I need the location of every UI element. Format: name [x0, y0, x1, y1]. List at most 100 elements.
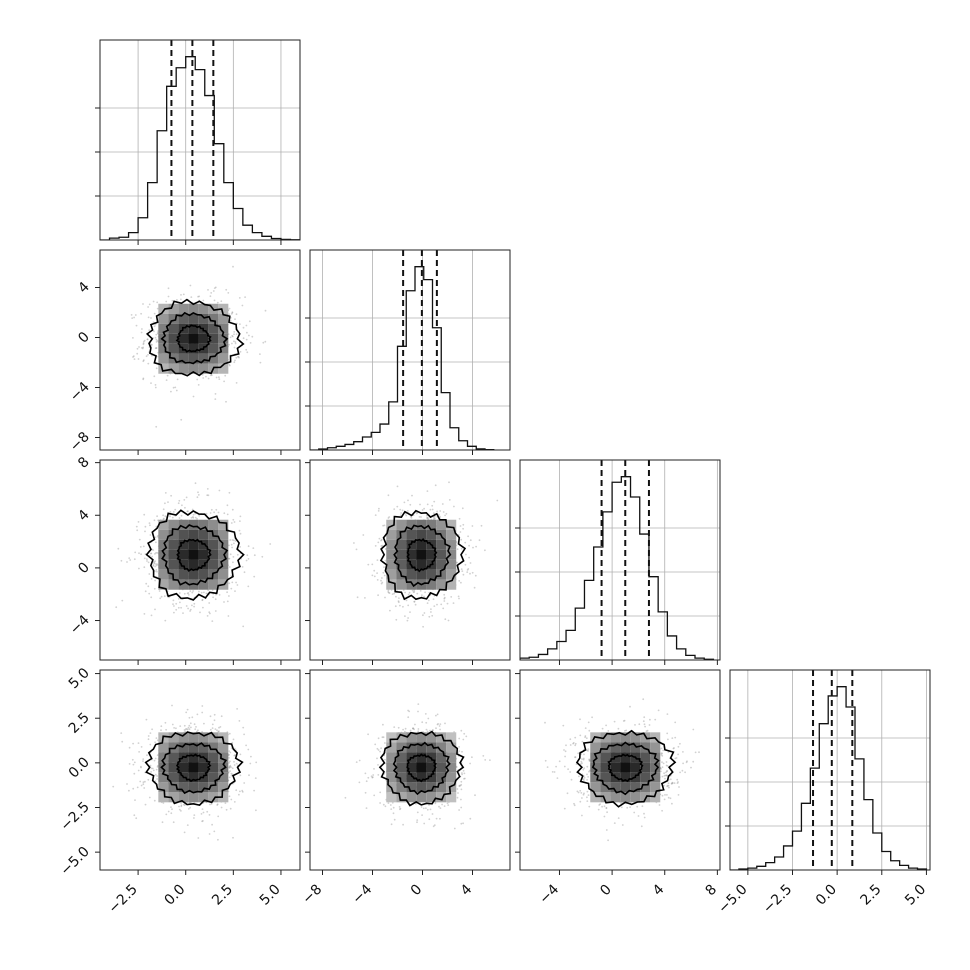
panel-frame	[99, 459, 301, 661]
scatter-point	[367, 776, 370, 779]
scatter-point	[215, 508, 218, 511]
scatter-point	[459, 525, 462, 527]
scatter-point	[398, 806, 401, 808]
scatter-point	[231, 539, 234, 541]
density-cell	[188, 363, 199, 374]
density-cell	[446, 519, 457, 530]
scatter-point	[207, 494, 210, 497]
density-cell	[436, 762, 447, 773]
scatter-point	[447, 804, 450, 806]
scatter-point	[220, 806, 223, 809]
density-cell	[158, 569, 169, 580]
scatter-point	[403, 501, 406, 504]
scatter-point	[468, 556, 470, 559]
scatter-point	[230, 313, 233, 315]
scatter-point	[200, 813, 203, 815]
scatter-point	[460, 581, 462, 584]
scatter-point	[196, 713, 199, 716]
scatter-point	[228, 343, 230, 346]
scatter-point	[422, 807, 425, 810]
density-cell	[158, 762, 169, 773]
scatter-point	[377, 774, 380, 776]
scatter-point	[201, 373, 204, 376]
scatter-point	[143, 513, 146, 516]
density-cell	[158, 303, 169, 314]
scatter-point	[377, 594, 379, 597]
scatter-point	[220, 300, 223, 303]
density-cell	[198, 353, 209, 364]
scatter-point	[380, 747, 382, 750]
scatter-point	[458, 750, 461, 752]
scatter-point	[233, 346, 236, 349]
density-cell	[436, 539, 447, 550]
scatter-point	[209, 803, 211, 806]
density-cell	[188, 752, 199, 763]
scatter-point	[241, 789, 244, 792]
density-cell	[168, 792, 179, 803]
density-cell	[406, 732, 417, 743]
scatter-point	[147, 353, 149, 356]
scatter-point	[233, 542, 235, 545]
scatter-point	[402, 823, 404, 826]
scatter-point	[438, 513, 440, 516]
scatter-point	[143, 339, 146, 342]
scatter-point	[144, 590, 147, 593]
scatter-point	[666, 765, 669, 767]
scatter-point	[245, 348, 248, 351]
scatter-point	[186, 728, 189, 731]
scatter-point	[201, 705, 204, 707]
scatter-point	[218, 378, 221, 380]
scatter-point	[153, 325, 156, 328]
scatter-point	[155, 737, 158, 739]
scatter-point	[411, 589, 414, 592]
scatter-point	[443, 596, 446, 599]
scatter-point	[197, 491, 199, 494]
scatter-point	[213, 830, 216, 833]
density-cell	[386, 579, 397, 590]
density-cell	[426, 732, 437, 743]
density-cell	[178, 529, 189, 540]
scatter-point	[216, 301, 219, 304]
scatter-point	[460, 783, 463, 786]
scatter-point	[131, 758, 134, 761]
scatter-point	[138, 538, 141, 541]
scatter-point	[230, 798, 233, 801]
scatter-point	[464, 541, 467, 544]
scatter-point	[380, 582, 383, 585]
scatter-point	[217, 730, 220, 733]
density-cell	[158, 333, 169, 344]
scatter-point	[156, 775, 159, 777]
scatter-point	[426, 503, 429, 506]
scatter-point	[228, 313, 231, 316]
scatter-point	[392, 806, 395, 809]
density-panel-3-2	[515, 669, 721, 875]
scatter-point	[259, 361, 262, 364]
scatter-point	[143, 566, 146, 569]
scatter-point	[156, 778, 159, 780]
scatter-point	[453, 827, 456, 830]
scatter-point	[376, 572, 378, 574]
density-cell	[198, 569, 209, 580]
scatter-point	[356, 596, 359, 599]
scatter-point	[208, 814, 211, 816]
scatter-point	[229, 764, 232, 767]
scatter-point	[253, 554, 256, 557]
scatter-point	[142, 346, 145, 349]
scatter-point	[598, 804, 601, 806]
histogram-panel-1	[305, 249, 511, 455]
scatter-point	[210, 508, 213, 511]
scatter-point	[226, 600, 229, 603]
scatter-point	[460, 538, 463, 541]
scatter-point	[376, 559, 379, 561]
scatter-point	[469, 562, 472, 564]
scatter-point	[465, 553, 467, 556]
density-cell	[436, 519, 447, 530]
scatter-point	[484, 759, 487, 761]
panel-frame	[519, 459, 721, 661]
scatter-point	[187, 726, 190, 729]
scatter-point	[426, 808, 429, 811]
scatter-point	[164, 492, 167, 494]
scatter-point	[142, 758, 145, 760]
scatter-point	[172, 599, 175, 602]
scatter-point	[143, 613, 146, 615]
